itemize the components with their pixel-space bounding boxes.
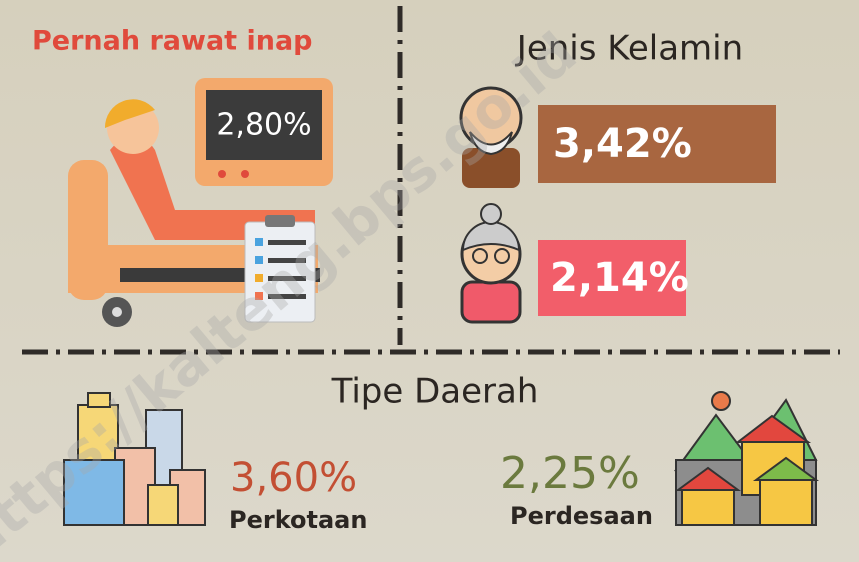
- section-title: Jenis Kelamin: [515, 29, 743, 69]
- section-title: Pernah rawat inap: [32, 26, 313, 57]
- female-bar: [538, 240, 686, 316]
- old-man-icon: [459, 86, 523, 188]
- male-bar: [538, 105, 776, 183]
- urban-value: 3,60%: [230, 455, 357, 501]
- hospitalization-value: 2,80%: [216, 108, 311, 143]
- hospital-bed-icon: [68, 78, 333, 327]
- rural-label: Perdesaan: [510, 502, 653, 530]
- old-woman-icon: [460, 203, 522, 324]
- rural-value: 2,25%: [500, 448, 640, 499]
- section-title: Tipe Daerah: [331, 372, 539, 412]
- city-icon: [63, 392, 206, 526]
- male-value: 3,42%: [553, 121, 692, 167]
- urban-label: Perkotaan: [229, 506, 367, 534]
- village-icon: [673, 391, 820, 526]
- female-value: 2,14%: [550, 255, 689, 301]
